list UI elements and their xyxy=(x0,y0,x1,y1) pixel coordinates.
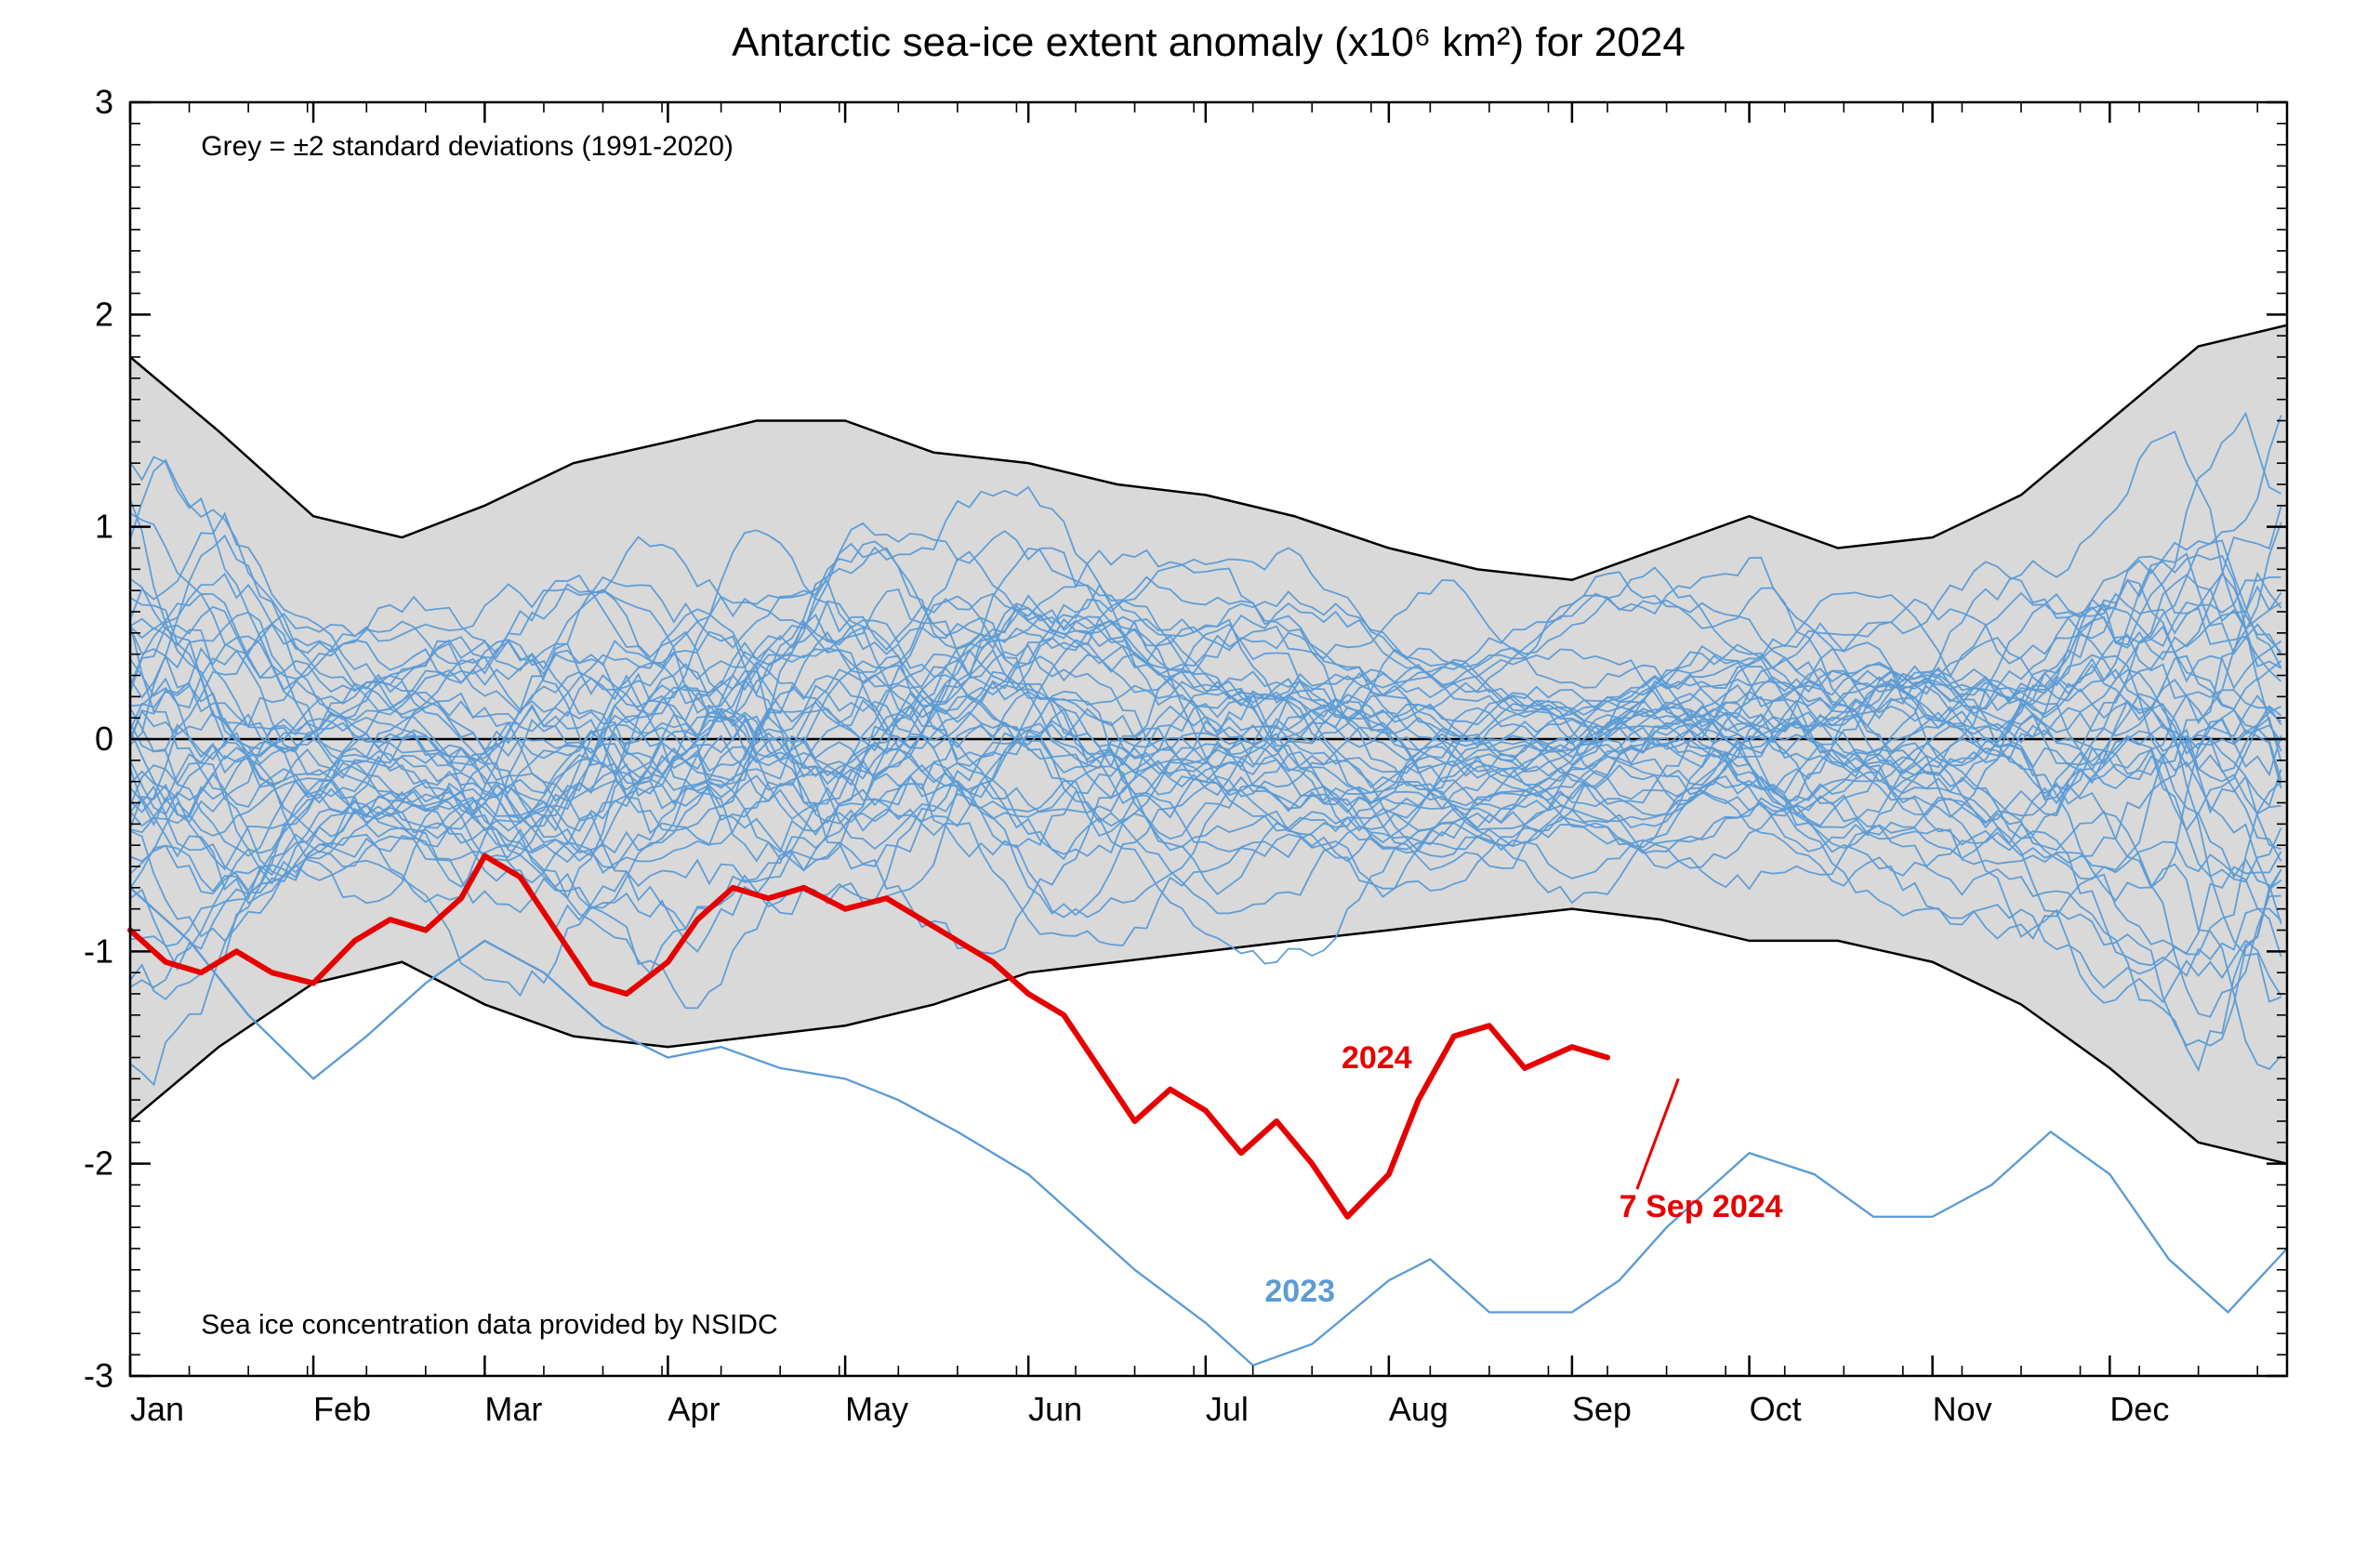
x-tick-label: Jun xyxy=(1028,1390,1082,1428)
label-current-date: 7 Sep 2024 xyxy=(1620,1189,1783,1224)
x-tick-label: Aug xyxy=(1389,1390,1448,1428)
x-tick-label: Mar xyxy=(484,1390,542,1428)
x-tick-label: Jul xyxy=(1206,1390,1249,1428)
x-tick-label: Oct xyxy=(1750,1390,1802,1428)
y-tick-label: 3 xyxy=(95,83,113,121)
data-credit: Sea ice concentration data provided by N… xyxy=(201,1309,777,1340)
chart-container: -3 -2 -1 0 1 2 3 Jan Feb Mar Apr May Jun Jul Aug Sep Oct… xyxy=(0,0,2380,1547)
label-2023: 2023 xyxy=(1264,1274,1335,1309)
grey-band-label: Grey = ±2 standard deviations (1991-2020… xyxy=(201,131,734,162)
y-tick-label: 2 xyxy=(95,295,113,333)
label-2024: 2024 xyxy=(1342,1040,1412,1076)
chart-title: Antarctic sea-ice extent anomaly (x10⁶ k… xyxy=(732,20,1686,65)
x-tick-label: Nov xyxy=(1933,1390,1992,1428)
x-tick-label: May xyxy=(845,1390,908,1428)
x-tick-label: Feb xyxy=(313,1390,371,1428)
y-tick-label: -3 xyxy=(84,1356,113,1395)
y-tick-label: 1 xyxy=(95,508,113,546)
x-tick-label: Apr xyxy=(668,1390,720,1428)
callout-line xyxy=(1637,1078,1678,1189)
x-tick-label: Jan xyxy=(130,1390,184,1428)
x-tick-label: Sep xyxy=(1572,1390,1632,1428)
antarctic-sea-ice-chart: -3 -2 -1 0 1 2 3 Jan Feb Mar Apr May Jun Jul Aug Sep Oct… xyxy=(0,0,2380,1547)
y-tick-label: -1 xyxy=(84,932,113,970)
x-tick-label: Dec xyxy=(2109,1390,2169,1428)
y-tick-label: -2 xyxy=(84,1144,113,1183)
y-tick-label: 0 xyxy=(95,720,113,758)
